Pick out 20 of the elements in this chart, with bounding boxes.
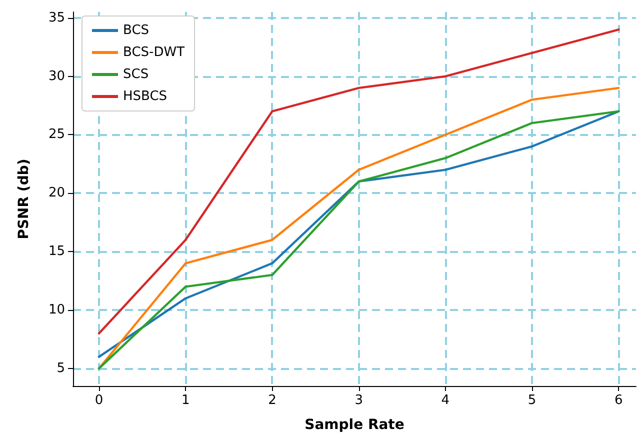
y-tick-label: 15 <box>48 244 65 260</box>
x-tick-label: 3 <box>354 393 363 408</box>
x-tick-label: 5 <box>528 393 536 408</box>
y-tick-label: 10 <box>48 302 65 318</box>
x-tick-label: 0 <box>94 393 104 408</box>
legend-label: BCS-DWT <box>123 45 185 60</box>
x-tick-label: 6 <box>614 393 623 408</box>
x-axis-title: Sample Rate <box>304 417 404 433</box>
y-tick-label: 20 <box>48 186 65 201</box>
y-tick-label: 30 <box>48 68 65 84</box>
x-tick-label: 1 <box>181 393 190 408</box>
legend-label: SCS <box>123 67 149 82</box>
x-tick-label: 4 <box>441 393 450 408</box>
y-tick-label: 5 <box>56 360 65 376</box>
legend-label: HSBCS <box>123 89 168 104</box>
y-axis-title: PSNR (db) <box>16 158 32 240</box>
y-tick-label: 35 <box>48 10 65 26</box>
y-tick-label: 25 <box>48 127 65 142</box>
legend-label: BCS <box>123 23 150 38</box>
x-tick-label: 2 <box>268 393 276 408</box>
